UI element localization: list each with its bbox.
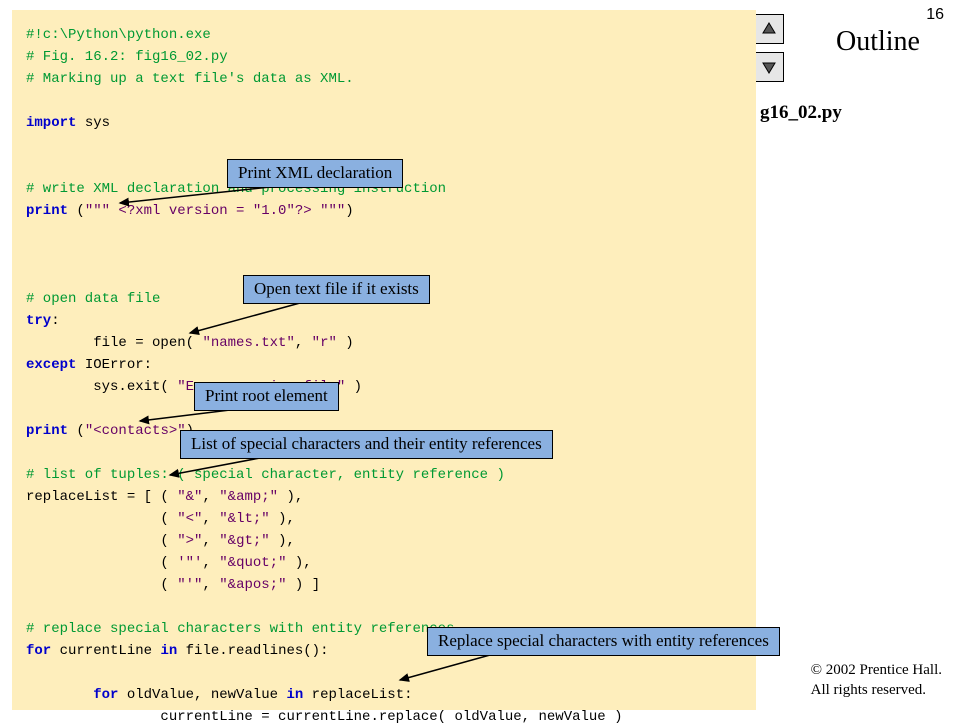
code-token: currentLine [51, 643, 160, 659]
code-token: , [202, 555, 219, 571]
copyright-line1: © 2002 Prentice Hall. [811, 662, 942, 678]
code-token: ) ] [286, 577, 320, 593]
code-line: # replace special characters with entity… [26, 621, 454, 637]
code-token: ), [270, 533, 295, 549]
code-token: """ <?xml version = "1.0"?> """ [85, 203, 345, 219]
code-token: print [26, 423, 68, 439]
code-token: "<" [177, 511, 202, 527]
code-token: oldValue, newValue [118, 687, 286, 703]
code-token: , [202, 577, 219, 593]
code-token: file = open( [26, 335, 202, 351]
code-line: # Fig. 16.2: fig16_02.py [26, 49, 228, 65]
code-token: ( [26, 533, 177, 549]
code-token: , [202, 489, 219, 505]
callout-print-xml-declaration: Print XML declaration [227, 159, 403, 188]
code-token: ">" [177, 533, 202, 549]
code-token: "&lt;" [219, 511, 269, 527]
code-token: "names.txt" [202, 335, 294, 351]
code-token: "<contacts>" [85, 423, 186, 439]
code-token [26, 687, 93, 703]
code-token: file.readlines(): [177, 643, 328, 659]
callout-special-characters-list: List of special characters and their ent… [180, 430, 553, 459]
page-number: 16 [926, 6, 944, 24]
code-token: except [26, 357, 76, 373]
code-token: in [160, 643, 177, 659]
code-token: try [26, 313, 51, 329]
code-token: sys [76, 115, 110, 131]
code-token: for [26, 643, 51, 659]
chevron-down-icon [760, 58, 778, 76]
callout-open-text-file: Open text file if it exists [243, 275, 430, 304]
code-token: ), [278, 489, 303, 505]
code-token: in [286, 687, 303, 703]
code-token: , [295, 335, 312, 351]
copyright-line2: All rights reserved. [811, 682, 926, 698]
code-line: # list of tuples: ( special character, e… [26, 467, 505, 483]
code-line: currentLine = currentLine.replace( oldVa… [26, 709, 623, 725]
code-listing: #!c:\Python\python.exe # Fig. 16.2: fig1… [26, 24, 742, 728]
code-token: ( [68, 423, 85, 439]
code-token: ), [286, 555, 311, 571]
code-token: , [202, 533, 219, 549]
outline-title: Outline [836, 26, 920, 58]
chevron-up-icon [760, 20, 778, 38]
code-token: "&gt;" [219, 533, 269, 549]
copyright-notice: © 2002 Prentice Hall. All rights reserve… [811, 660, 942, 701]
code-token: "&apos;" [219, 577, 286, 593]
code-token: "&amp;" [219, 489, 278, 505]
code-token: import [26, 115, 76, 131]
code-token: replaceList = [ ( [26, 489, 177, 505]
code-token: IOError: [76, 357, 152, 373]
code-line: # Marking up a text file's data as XML. [26, 71, 354, 87]
code-token: "&quot;" [219, 555, 286, 571]
code-token: ( [68, 203, 85, 219]
code-token: : [51, 313, 59, 329]
code-token: "'" [177, 577, 202, 593]
code-token: for [93, 687, 118, 703]
code-line: # open data file [26, 291, 160, 307]
code-token: ( [26, 511, 177, 527]
code-line: #!c:\Python\python.exe [26, 27, 211, 43]
code-panel: #!c:\Python\python.exe # Fig. 16.2: fig1… [12, 10, 756, 710]
code-token: ( [26, 555, 177, 571]
code-token: ) [337, 335, 354, 351]
code-token: ) [345, 379, 362, 395]
code-token: sys.exit( [26, 379, 177, 395]
code-token: '"' [177, 555, 202, 571]
code-token: ) [345, 203, 353, 219]
callout-replace-special-characters: Replace special characters with entity r… [427, 627, 780, 656]
nav-prev-button[interactable] [754, 14, 784, 44]
code-token: replaceList: [303, 687, 412, 703]
code-token: ), [270, 511, 295, 527]
file-name-label: g16_02.py [760, 102, 842, 124]
code-token: "&" [177, 489, 202, 505]
code-token: , [202, 511, 219, 527]
callout-print-root-element: Print root element [194, 382, 339, 411]
code-token: "r" [312, 335, 337, 351]
code-token: print [26, 203, 68, 219]
code-token: ( [26, 577, 177, 593]
nav-next-button[interactable] [754, 52, 784, 82]
